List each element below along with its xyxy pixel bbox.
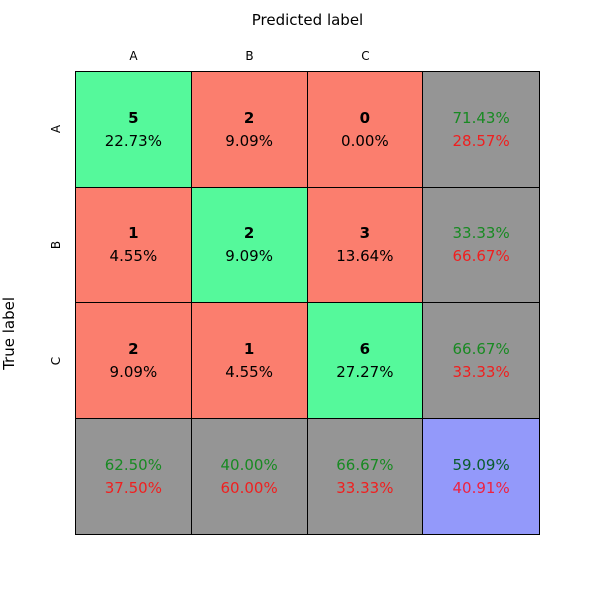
row-summary-B: 33.33% 66.67% <box>423 187 539 303</box>
cell-count: 5 <box>128 108 139 127</box>
cell-A-B: 2 9.09% <box>191 72 308 188</box>
col-tick-C: C <box>361 49 370 63</box>
cell-percent: 4.55% <box>109 247 158 266</box>
cell-B-C: 3 13.64% <box>307 187 424 303</box>
cell-percent: 9.09% <box>109 362 158 381</box>
cell-percent: 27.27% <box>336 362 394 381</box>
cell-count: 3 <box>359 224 371 243</box>
precision-positive: 66.67% <box>336 455 394 474</box>
cell-percent: 0.00% <box>341 131 389 150</box>
row-summary-C: 66.67% 33.33% <box>423 303 539 419</box>
cell-B-B: 2 9.09% <box>191 187 308 303</box>
col-tick-A: A <box>129 49 138 63</box>
col-summary-A: 62.50% 37.50% <box>76 418 192 534</box>
cell-percent: 22.73% <box>104 131 162 150</box>
cell-percent: 9.09% <box>225 131 273 150</box>
recall-positive: 66.67% <box>452 339 510 358</box>
col-tick-B: B <box>245 49 254 63</box>
recall-negative: 33.33% <box>452 362 510 381</box>
cell-count: 2 <box>128 339 139 358</box>
recall-negative: 66.67% <box>452 247 510 266</box>
precision-negative: 33.33% <box>336 478 394 497</box>
cell-C-B: 1 4.55% <box>191 303 308 419</box>
cell-A-A: 5 22.73% <box>76 72 192 188</box>
row-summary-A: 71.43% 28.57% <box>423 72 539 188</box>
cell-count: 6 <box>359 339 371 358</box>
confusion-matrix-grid: 5 22.73% 2 9.09% 0 0.00% 71.43% 28.57% 1… <box>75 71 540 535</box>
cell-B-A: 1 4.55% <box>76 187 192 303</box>
cell-percent: 13.64% <box>336 247 394 266</box>
cell-count: 2 <box>243 108 255 127</box>
overall-accuracy-cell: 59.09% 40.91% <box>423 418 539 534</box>
recall-positive: 71.43% <box>452 108 510 127</box>
recall-negative: 28.57% <box>452 131 510 150</box>
col-summary-B: 40.00% 60.00% <box>191 418 308 534</box>
overall-accuracy-positive: 59.09% <box>452 455 510 474</box>
cell-count: 1 <box>243 339 255 358</box>
precision-positive: 40.00% <box>220 455 278 474</box>
cell-count: 2 <box>243 224 255 243</box>
cell-count: 0 <box>359 108 371 127</box>
cell-C-C: 6 27.27% <box>307 303 424 419</box>
precision-negative: 60.00% <box>220 478 278 497</box>
precision-negative: 37.50% <box>104 478 162 497</box>
cell-percent: 9.09% <box>225 247 273 266</box>
cell-percent: 4.55% <box>225 362 273 381</box>
precision-positive: 62.50% <box>104 455 162 474</box>
cell-count: 1 <box>128 224 139 243</box>
y-axis-title-text: True label <box>0 297 18 370</box>
cell-C-A: 2 9.09% <box>76 303 192 419</box>
recall-positive: 33.33% <box>452 224 510 243</box>
cell-A-C: 0 0.00% <box>307 72 424 188</box>
col-summary-C: 66.67% 33.33% <box>307 418 424 534</box>
overall-accuracy-negative: 40.91% <box>452 478 510 497</box>
x-axis-title: Predicted label <box>251 11 364 29</box>
